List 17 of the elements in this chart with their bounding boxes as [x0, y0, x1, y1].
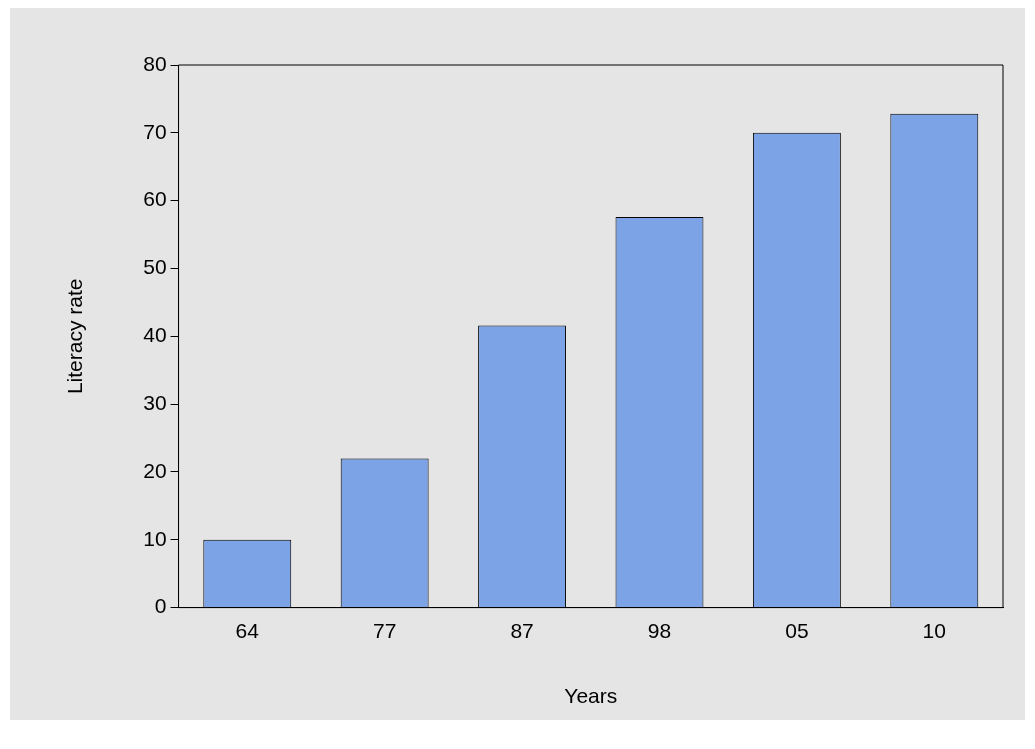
y-tick-label: 30 — [143, 390, 167, 414]
y-tick-label: 40 — [143, 323, 167, 347]
x-tick-label: 87 — [510, 619, 534, 642]
y-tick-label: 80 — [143, 51, 167, 75]
y-tick-label: 0 — [154, 594, 167, 618]
y-tick-label: 60 — [143, 187, 167, 211]
y-tick-label: 20 — [143, 458, 167, 482]
y-tick-label: 50 — [143, 255, 167, 279]
x-tick-label: 77 — [372, 619, 397, 642]
x-tick-label: 64 — [235, 619, 260, 642]
x-tick-label: 10 — [922, 619, 946, 642]
x-tick-label: 05 — [785, 619, 809, 642]
y-axis-title: Literacy rate — [63, 278, 87, 395]
y-tick-label: 10 — [143, 526, 167, 550]
x-axis-title: Years — [564, 684, 618, 708]
y-tick-label: 70 — [143, 119, 167, 143]
x-tick-label: 98 — [647, 619, 672, 642]
